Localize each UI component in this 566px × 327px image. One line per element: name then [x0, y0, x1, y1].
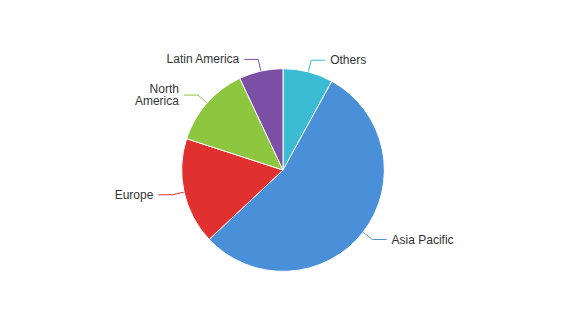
svg-text:Europe: Europe — [115, 188, 154, 202]
svg-text:Others: Others — [330, 53, 366, 67]
svg-text:Latin America: Latin America — [167, 52, 240, 66]
svg-text:Asia Pacific: Asia Pacific — [392, 233, 454, 247]
svg-text:North: North — [149, 82, 179, 97]
svg-text:America: America — [135, 94, 179, 108]
